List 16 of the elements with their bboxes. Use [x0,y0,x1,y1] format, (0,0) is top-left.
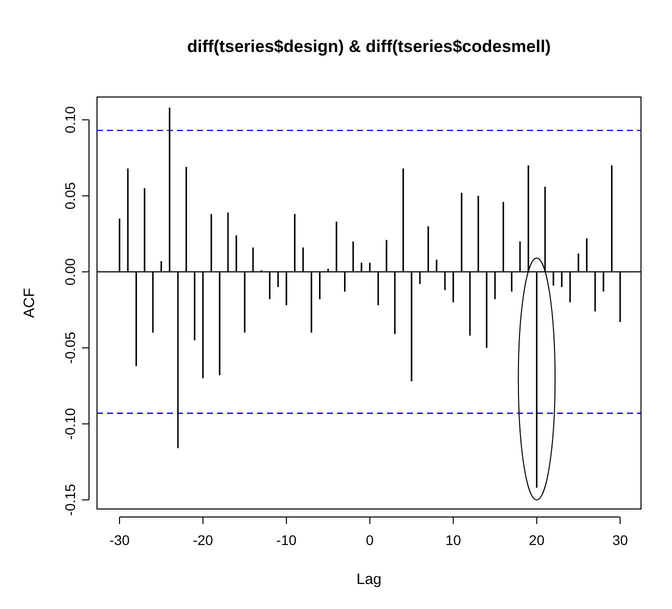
y-tick-label: 0.05 [62,182,78,210]
x-tick-label: -20 [192,532,214,548]
y-tick-label: 0.10 [62,106,78,134]
x-tick-label: 30 [612,532,628,548]
chart-title: diff(tseries$design) & diff(tseries$codesmell) [187,37,551,56]
x-tick-label: 20 [528,532,545,548]
y-axis-title: ACF [21,288,38,318]
y-tick-label: -0.15 [62,484,78,516]
x-tick-label: 0 [366,532,374,548]
y-tick-label: -0.10 [62,408,78,440]
x-tick-label: 10 [445,532,462,548]
x-tick-label: -10 [276,532,297,548]
y-tick-label: 0.00 [62,258,78,286]
y-tick-label: -0.05 [62,332,78,364]
x-tick-label: -30 [109,532,130,548]
x-axis-title: Lag [356,571,382,588]
